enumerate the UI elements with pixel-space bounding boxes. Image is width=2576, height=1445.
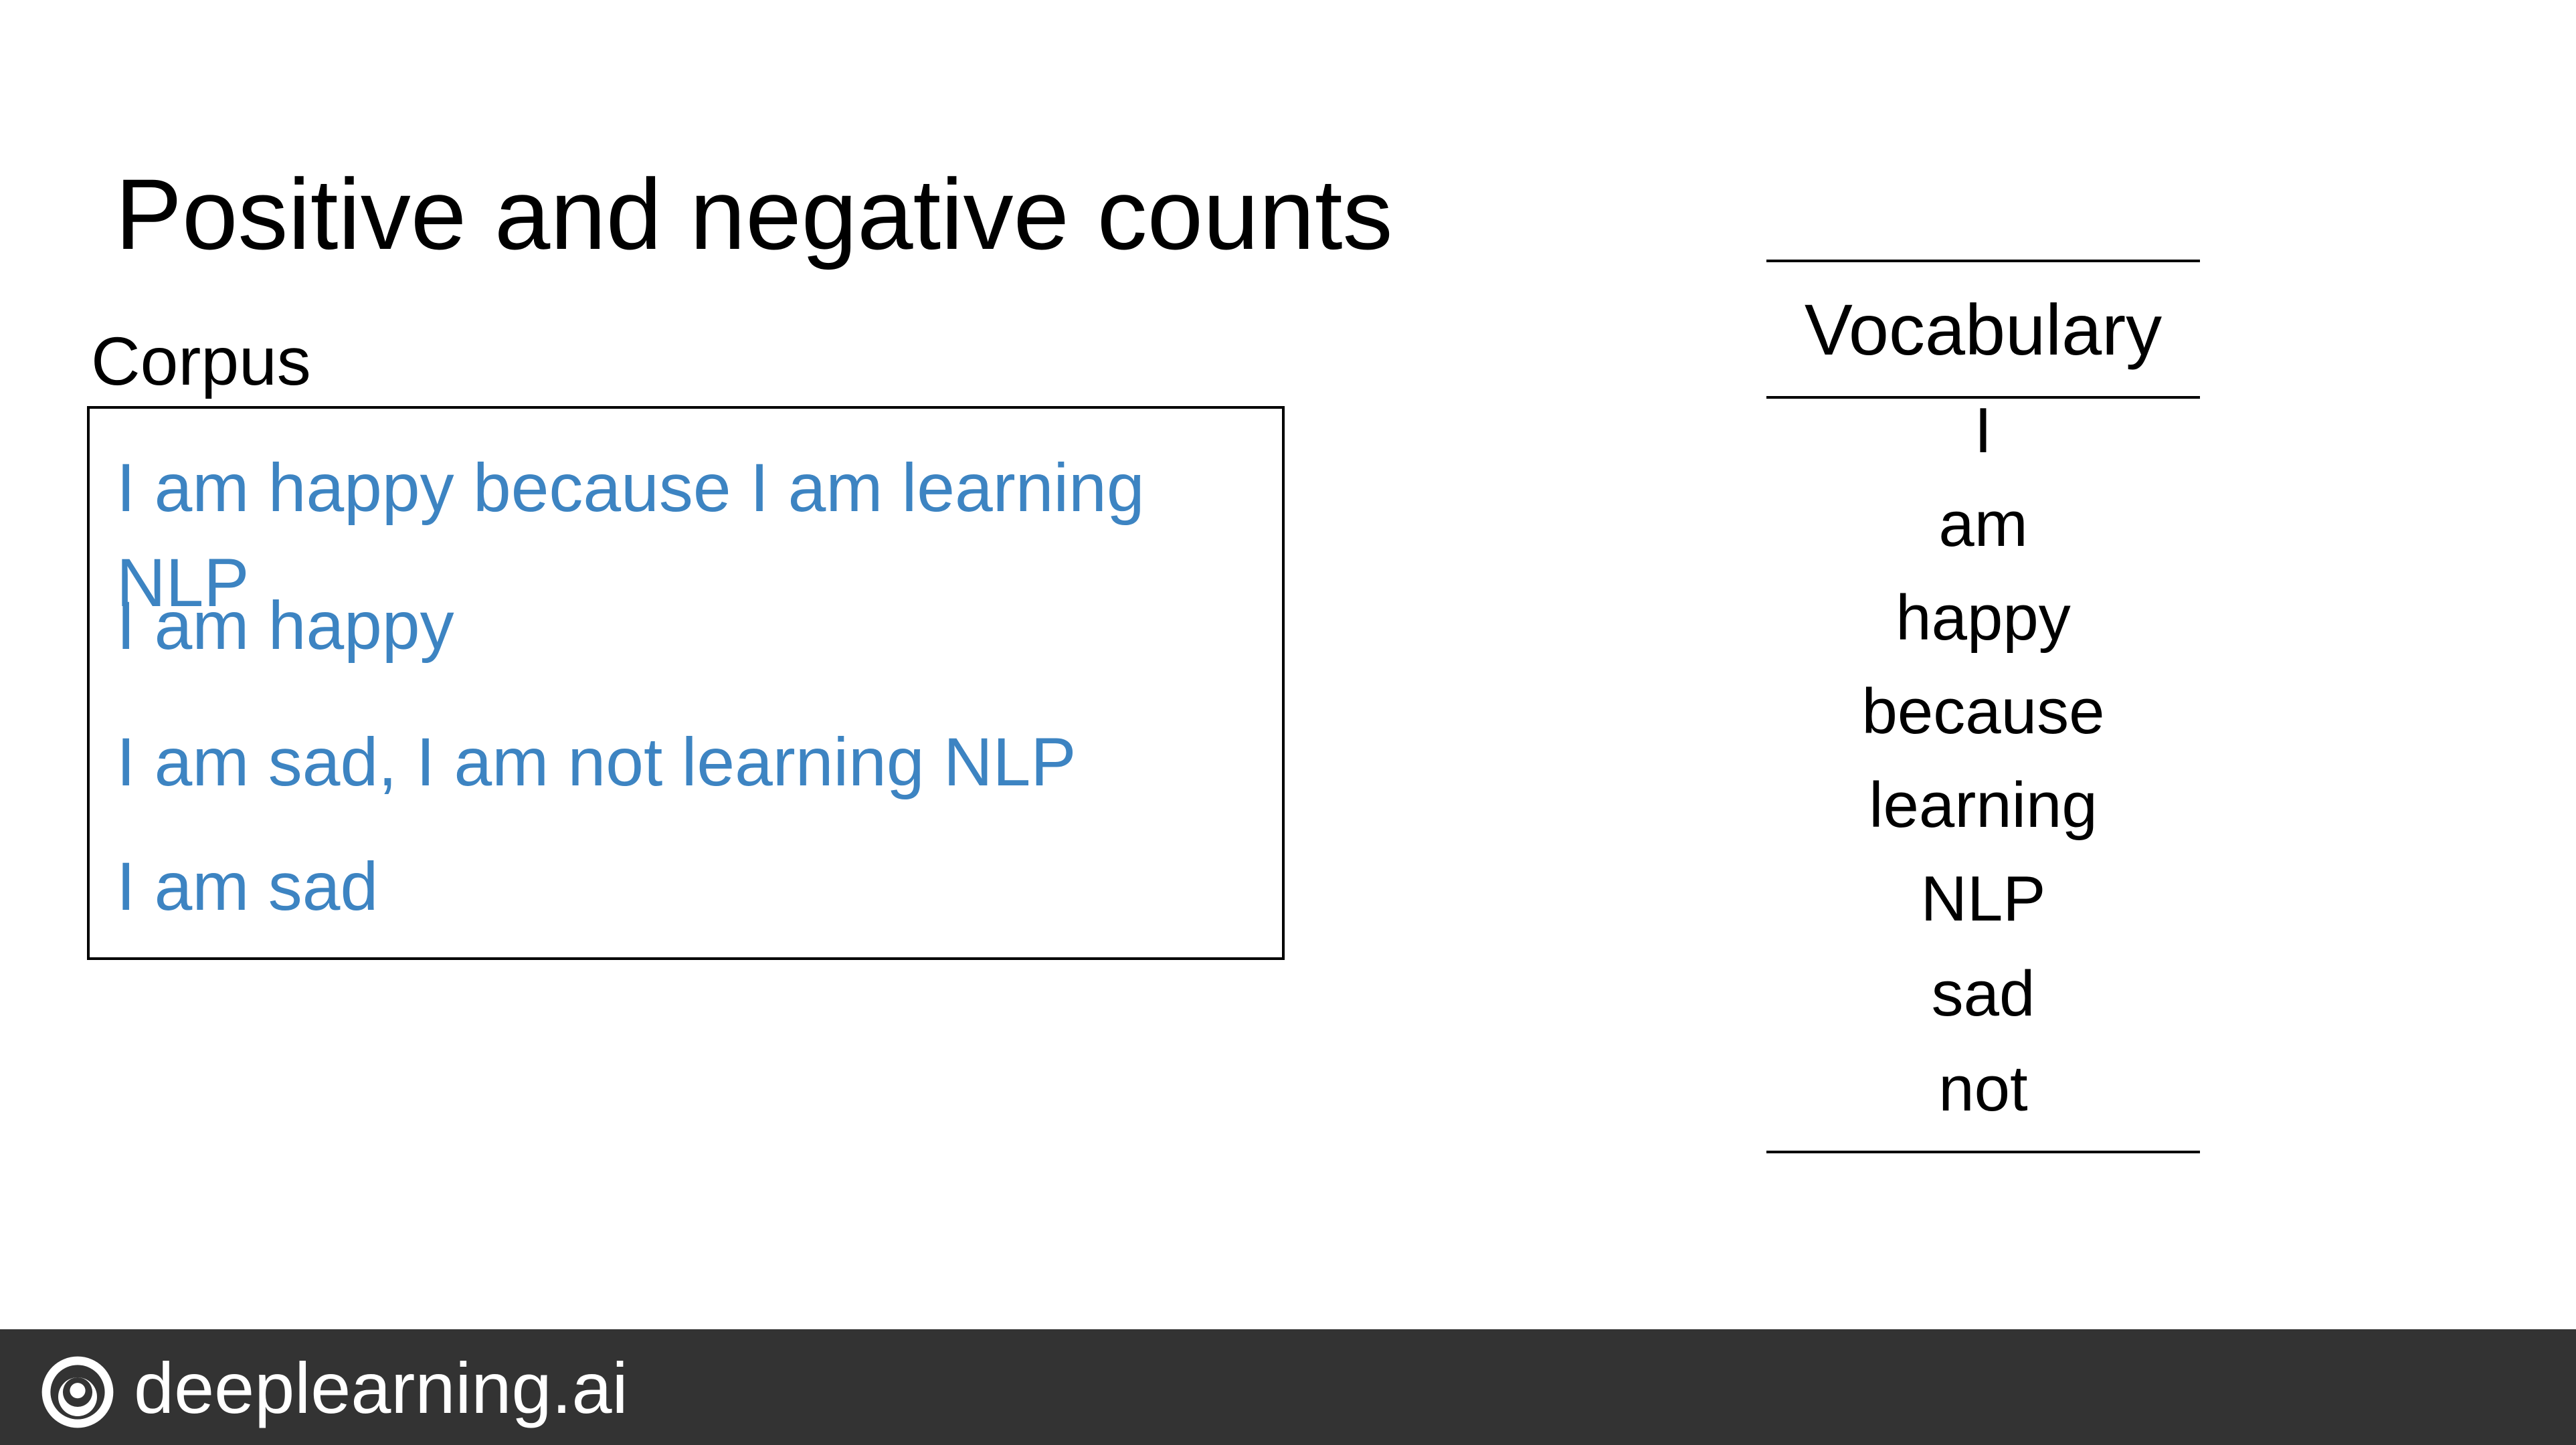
vocabulary-word: learning — [1869, 769, 2098, 841]
vocabulary-word: because — [1861, 676, 2105, 747]
footer-bar: deeplearning.ai — [0, 1329, 2576, 1445]
vocabulary-word: happy — [1896, 582, 2071, 654]
vocabulary-word: not — [1938, 1053, 2028, 1125]
vocabulary-list: I am happy because learning NLP sad not — [1766, 395, 2200, 1151]
deeplearning-ai-logo-icon — [41, 1356, 114, 1428]
vocabulary-word: NLP — [1920, 863, 2046, 935]
vocabulary-word: I — [1974, 395, 1993, 466]
vocabulary-word: am — [1938, 488, 2028, 560]
corpus-label: Corpus — [91, 323, 311, 399]
slide-title: Positive and negative counts — [115, 158, 1393, 270]
corpus-sentence: I am sad — [116, 848, 379, 925]
corpus-box: I am happy because I am learning NLP I a… — [87, 406, 1285, 960]
vocabulary-word: sad — [1931, 958, 2035, 1030]
table-top-rule — [1766, 260, 2200, 262]
brand-name: deeplearning.ai — [134, 1347, 628, 1428]
vocabulary-header: Vocabulary — [1804, 288, 2163, 370]
table-bottom-rule — [1766, 1151, 2200, 1153]
table-header-rule — [1766, 396, 2200, 399]
corpus-sentence: I am happy because I am learning NLP — [116, 450, 1145, 621]
corpus-sentence: I am sad, I am not learning NLP — [116, 724, 1077, 800]
corpus-sentence: I am happy — [116, 587, 454, 664]
vocabulary-table: Vocabulary I am happy because learning N… — [1766, 260, 2200, 1153]
